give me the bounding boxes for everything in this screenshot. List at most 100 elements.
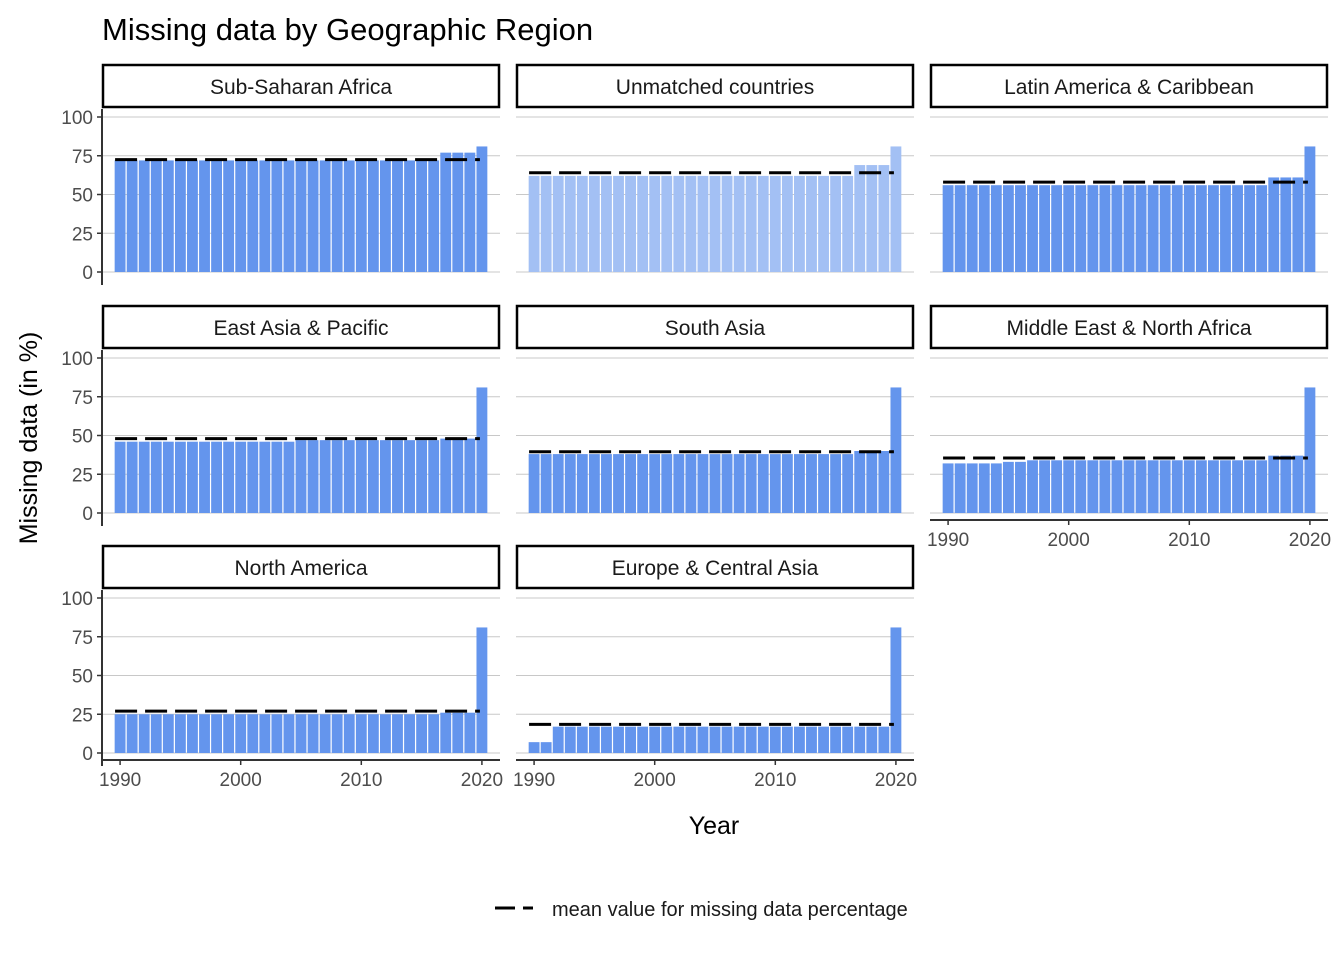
bar	[343, 440, 355, 513]
bar	[697, 726, 709, 753]
bar	[1268, 455, 1280, 513]
bar	[283, 441, 295, 513]
bar	[966, 185, 978, 272]
bar	[138, 160, 150, 272]
bar	[452, 438, 464, 513]
bar	[1027, 185, 1038, 272]
bar	[259, 441, 271, 513]
bar	[174, 714, 186, 753]
bar	[661, 454, 673, 513]
facet-strip	[929, 63, 1329, 109]
bar	[1075, 460, 1087, 513]
bar	[613, 726, 624, 753]
bar	[793, 726, 805, 753]
x-tick-label: 2020	[461, 770, 503, 791]
bar	[440, 438, 452, 513]
bar	[259, 160, 271, 272]
facet-panel: Sub-Saharan Africa 0 25 50 75 100	[61, 63, 501, 285]
bar	[211, 160, 223, 272]
bar	[150, 441, 162, 513]
bar	[1171, 460, 1183, 513]
facet-panel: Latin America & Caribbean	[929, 63, 1329, 273]
bar	[1051, 185, 1063, 272]
bar	[576, 454, 588, 513]
facet-panel: Middle East & North Africa 1990 2000 2010 20…	[927, 304, 1331, 551]
facet-strip-label: Europe & Central Asia	[612, 557, 819, 580]
bar	[1087, 460, 1099, 513]
bar	[942, 185, 954, 272]
bar	[235, 714, 247, 753]
bar	[211, 714, 223, 753]
bar	[588, 175, 600, 272]
facet-panel: East Asia & Pacific 0 25 50 75 100	[61, 304, 501, 526]
bar	[1123, 185, 1135, 272]
bar	[1183, 460, 1195, 513]
facet-strip	[101, 304, 501, 350]
bar	[1268, 177, 1280, 272]
y-tick-label: 25	[72, 224, 93, 245]
bar	[978, 463, 990, 513]
facet-strip	[101, 544, 501, 590]
bar	[150, 160, 162, 272]
legend: mean value for missing data percentage	[495, 899, 908, 921]
bar	[613, 454, 624, 513]
bar	[878, 726, 890, 753]
x-tick-label: 2010	[1168, 530, 1210, 551]
bar	[552, 454, 564, 513]
bar	[1063, 185, 1075, 272]
facet-strip-label: South Asia	[665, 317, 766, 340]
y-axis-title: Missing data (in %)	[15, 332, 43, 545]
bar	[1123, 460, 1135, 513]
x-tick-label: 2010	[340, 770, 382, 791]
bar	[854, 451, 866, 513]
bar	[757, 454, 769, 513]
bar	[223, 160, 235, 272]
bar	[162, 441, 174, 513]
bar	[781, 726, 793, 753]
y-tick-label: 100	[61, 589, 93, 610]
bar	[769, 454, 781, 513]
bar	[476, 146, 488, 272]
bar	[637, 175, 649, 272]
bar	[806, 454, 817, 513]
bar	[416, 714, 428, 753]
bar	[830, 175, 842, 272]
bar	[1232, 460, 1243, 513]
bar	[576, 726, 588, 753]
facet-strip-label: Middle East & North Africa	[1006, 317, 1251, 340]
x-tick-label: 2010	[754, 770, 796, 791]
bar	[540, 175, 552, 272]
bar	[649, 454, 661, 513]
bar	[1220, 185, 1231, 272]
bar	[295, 714, 307, 753]
bar	[1147, 185, 1159, 272]
bar	[769, 726, 781, 753]
facet-strip-label: North America	[234, 557, 367, 580]
bar	[392, 440, 403, 513]
bar	[528, 175, 540, 272]
bar	[564, 726, 576, 753]
bar	[709, 175, 721, 272]
bar	[990, 463, 1002, 513]
x-tick-label: 1990	[927, 530, 969, 551]
bar	[247, 160, 259, 272]
bar	[721, 726, 733, 753]
bar	[625, 454, 637, 513]
bar	[223, 714, 235, 753]
bar	[954, 185, 966, 272]
bar	[1207, 460, 1219, 513]
x-tick-label: 2020	[875, 770, 917, 791]
y-tick-label: 25	[72, 465, 93, 486]
facet-panels: Sub-Saharan Africa 0 25 50 75 100 Unmatched co…	[61, 63, 1331, 791]
bar	[343, 714, 355, 753]
bar	[673, 454, 685, 513]
facet-strip	[929, 304, 1329, 350]
y-tick-label: 0	[82, 744, 93, 765]
bar	[806, 726, 817, 753]
bar	[781, 454, 793, 513]
bar	[452, 152, 464, 272]
bar	[745, 175, 757, 272]
bar	[1244, 460, 1256, 513]
bar	[307, 440, 319, 513]
bar	[733, 175, 745, 272]
